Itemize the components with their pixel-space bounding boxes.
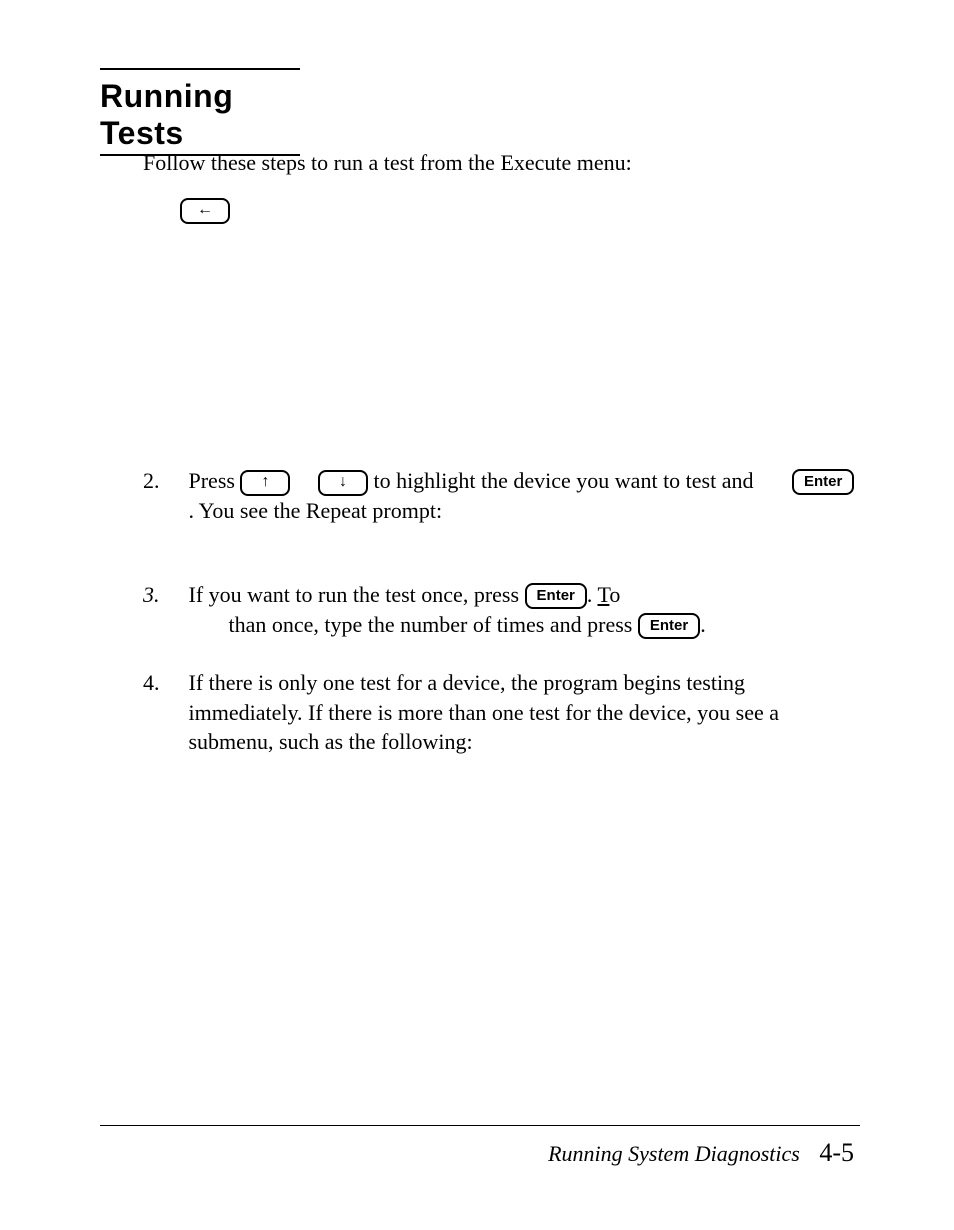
step-3-frag-1: If you want to run the test once, press — [189, 582, 525, 607]
enter-keycap-icon: Enter — [525, 583, 587, 609]
footer-rule — [100, 1125, 860, 1126]
up-arrow-keycap-icon: ↑ — [240, 470, 290, 496]
step-2-text: Press ↑ ↓ to highlight the device you wa… — [189, 466, 859, 526]
step-2-frag-1: Press — [189, 468, 241, 493]
section-title-top-rule — [100, 68, 300, 70]
step-2-number: 2. — [143, 466, 183, 496]
left-arrow-key-illustration: ← — [180, 198, 230, 224]
step-3-frag-2b-underlined-T: T — [597, 582, 609, 607]
step-3-line-2: than once, type the number of times and … — [189, 612, 706, 637]
step-2: 2. Press ↑ ↓ to highlight the device you… — [143, 466, 868, 526]
footer-title: Running System Diagnostics — [548, 1141, 800, 1166]
step-2-frag-3: . You see the Repeat prompt: — [189, 498, 443, 523]
left-arrow-keycap-icon: ← — [180, 198, 230, 224]
intro-text: Follow these steps to run a test from th… — [143, 148, 843, 178]
step-3-frag-2a: . — [587, 582, 598, 607]
enter-keycap-icon: Enter — [638, 613, 700, 639]
enter-keycap-icon: Enter — [792, 469, 854, 495]
step-3: 3. If you want to run the test once, pre… — [143, 580, 868, 639]
step-3-number: 3. — [143, 580, 183, 610]
page-footer: Running System Diagnostics 4-5 — [548, 1138, 854, 1168]
step-3-frag-4: . — [700, 612, 706, 637]
footer-page-number: 4-5 — [805, 1138, 854, 1167]
step-4: 4. If there is only one test for a devic… — [143, 668, 868, 757]
document-page: Running Tests Follow these steps to run … — [0, 0, 954, 1230]
section-title: Running Tests — [100, 78, 300, 156]
step-4-number: 4. — [143, 668, 183, 698]
step-2-frag-2: to highlight the device you want to test… — [373, 468, 759, 493]
down-arrow-keycap-icon: ↓ — [318, 470, 368, 496]
step-4-text: If there is only one test for a device, … — [189, 668, 859, 757]
step-3-text: If you want to run the test once, press … — [189, 580, 859, 639]
step-3-frag-2c: o — [609, 582, 620, 607]
step-3-frag-3: than once, type the number of times and … — [229, 612, 638, 637]
